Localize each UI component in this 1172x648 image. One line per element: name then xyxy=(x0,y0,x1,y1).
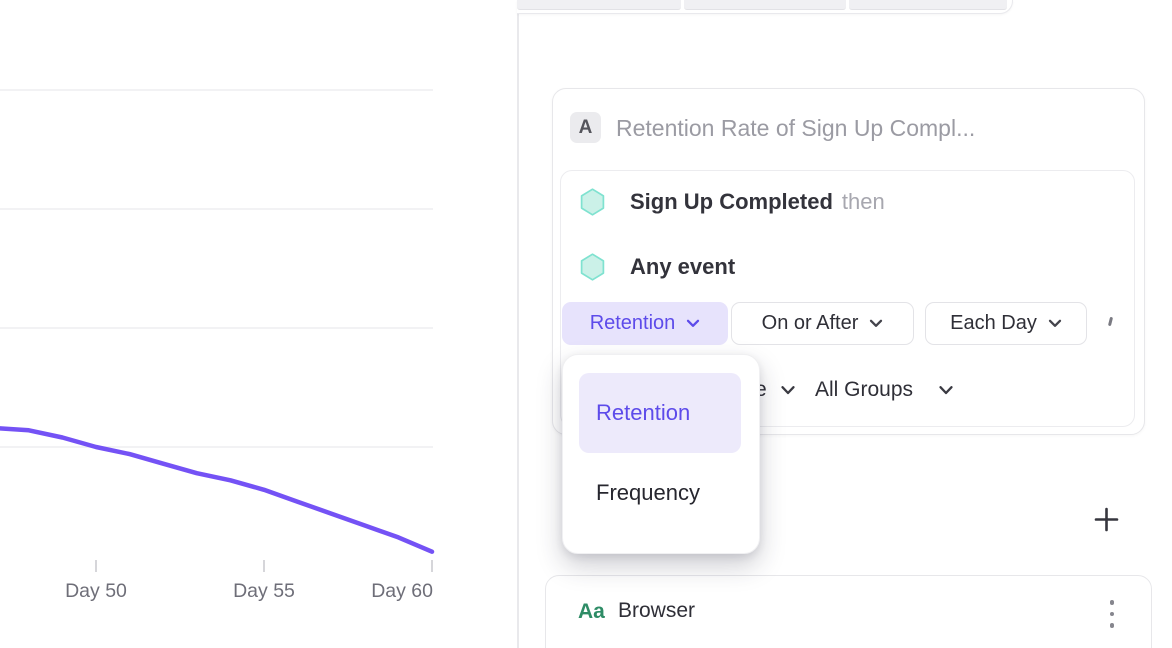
event-name[interactable]: Sign Up Completed xyxy=(630,189,833,214)
interval-dropdown-button[interactable]: Each Day xyxy=(925,302,1087,345)
metric-label-badge: A xyxy=(570,112,601,143)
x-axis-label: Day 50 xyxy=(65,580,127,602)
add-button[interactable] xyxy=(1093,506,1120,533)
retention-curve-line xyxy=(0,426,435,554)
hexagon-icon xyxy=(580,188,605,221)
measure-mode-label: Retention xyxy=(589,312,676,334)
chevron-down-icon xyxy=(1048,319,1062,327)
cutoff-tab-bar xyxy=(517,0,1013,14)
cutoff-tab-segment[interactable] xyxy=(684,0,846,10)
panel-divider xyxy=(517,0,519,648)
measure-mode-dropdown-button[interactable]: Retention xyxy=(562,302,728,345)
menu-item-retention[interactable]: Retention xyxy=(579,373,741,453)
interval-label: Each Day xyxy=(950,312,1037,334)
x-axis-label: Day 55 xyxy=(233,580,295,602)
groups-dropdown[interactable]: All Groups xyxy=(815,378,914,401)
event-row[interactable]: Any event xyxy=(630,254,735,280)
chevron-down-icon xyxy=(781,386,795,395)
chevron-down-icon xyxy=(687,319,700,327)
on-or-after-label: On or After xyxy=(761,312,859,334)
x-axis-label: Day 60 xyxy=(371,580,433,602)
property-name[interactable]: Browser xyxy=(618,599,696,622)
chevron-down-icon xyxy=(870,319,883,327)
kebab-menu-icon[interactable] xyxy=(1100,595,1124,633)
string-type-icon: Aa xyxy=(578,600,605,623)
measure-mode-menu: Retention Frequency xyxy=(562,354,760,554)
truncated-measure-dropdown[interactable]: e xyxy=(755,378,767,401)
chevron-down-icon xyxy=(939,386,953,395)
plus-icon xyxy=(1094,507,1119,532)
hexagon-icon xyxy=(580,253,605,286)
property-card xyxy=(545,575,1152,648)
cutoff-tab-segment[interactable] xyxy=(517,0,681,10)
event-suffix-label: then xyxy=(841,189,885,214)
on-or-after-dropdown-button[interactable]: On or After xyxy=(731,302,914,345)
retention-chart: Day 50 Day 55 Day 60 xyxy=(0,89,435,602)
event-name[interactable]: Any event xyxy=(630,254,736,279)
metric-title-input[interactable]: Retention Rate of Sign Up Compl... xyxy=(616,114,976,141)
cutoff-tab-segment[interactable] xyxy=(849,0,1007,10)
event-row[interactable]: Sign Up Completed then xyxy=(630,189,885,215)
menu-item-frequency[interactable]: Frequency xyxy=(596,480,700,505)
